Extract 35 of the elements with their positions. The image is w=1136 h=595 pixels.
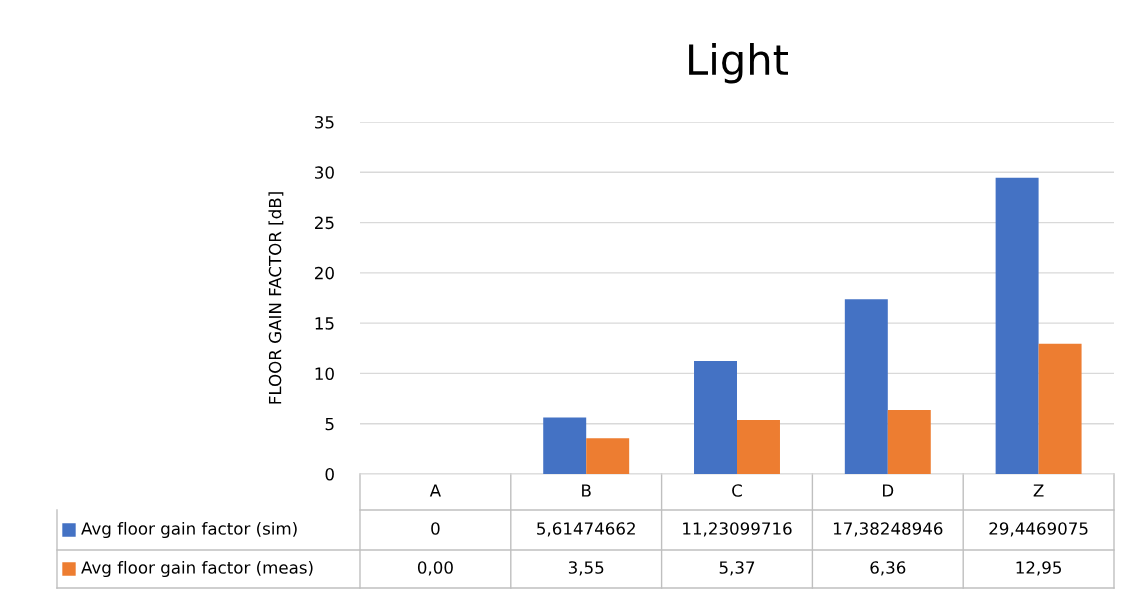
data-label: 29,4469075 [989, 522, 1088, 537]
x-tick-label: C [732, 484, 742, 497]
bar [887, 410, 931, 474]
y-tick-label: 35 [315, 115, 334, 129]
data-label: 5,61474662 [537, 522, 635, 537]
x-tick-label: Z [1033, 484, 1044, 497]
y-axis-title: FLOOR GAIN FACTOR [dB] [268, 192, 284, 404]
y-tick-label: 25 [315, 216, 334, 230]
x-tick-label: A [429, 484, 441, 497]
y-tick-label: 0 [325, 467, 334, 481]
y-tick-label: 30 [315, 166, 334, 179]
chart-title: Light [689, 43, 788, 84]
data-label: 0 [431, 522, 440, 535]
bar [737, 419, 780, 474]
data-label: 17,38248946 [833, 522, 943, 537]
x-tick-label: B [582, 484, 591, 497]
legend-label: Avg floor gain factor (sim) [81, 521, 297, 539]
data-label: 12,95 [1016, 561, 1061, 576]
x-tick-label: D [883, 484, 894, 497]
bar [543, 417, 587, 474]
bar [995, 177, 1039, 474]
data-label: 5,37 [719, 561, 755, 576]
y-tick-label: 15 [315, 317, 334, 330]
y-tick-label: 5 [325, 417, 334, 431]
bar [844, 299, 888, 474]
bar [586, 438, 630, 474]
data-label: 6,36 [870, 561, 906, 576]
y-tick-label: 20 [315, 266, 334, 280]
bar [694, 361, 737, 474]
y-tick-label: 10 [315, 367, 334, 380]
legend-label: Avg floor gain factor (meas) [81, 560, 313, 578]
bar [1038, 343, 1082, 474]
data-label: 0,00 [417, 561, 453, 576]
data-label: 11,23099716 [683, 522, 792, 537]
data-label: 3,55 [568, 561, 604, 576]
